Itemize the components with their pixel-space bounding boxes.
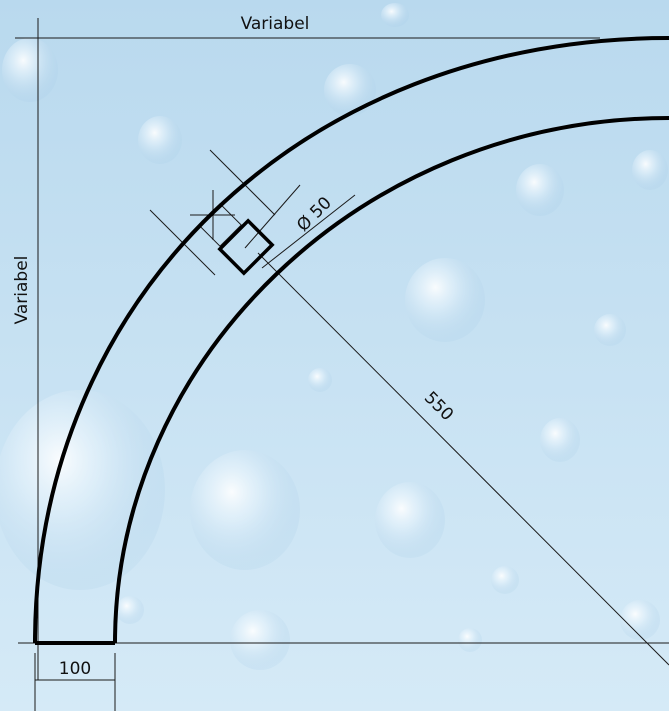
water-drop [138, 116, 182, 164]
radius-dimension-line [257, 252, 669, 666]
water-drop [458, 628, 482, 652]
outlet-pipe [217, 218, 275, 276]
channel-outer-wall [33, 36, 669, 644]
water-drop [594, 314, 626, 346]
water-drop [375, 482, 445, 558]
top-width-label: Variabel [241, 14, 310, 34]
outlet-fitting [217, 218, 275, 276]
water-drop [381, 3, 409, 27]
water-drop [516, 164, 564, 216]
water-drop [2, 38, 58, 102]
section-cut-line [209, 149, 276, 216]
water-drop [405, 258, 485, 342]
water-drop [230, 610, 290, 670]
water-drop [116, 596, 144, 624]
water-drop [620, 600, 660, 640]
water-drop [190, 450, 300, 570]
channel [33, 36, 669, 645]
left-height-label: Variabel [12, 256, 32, 325]
water-drop [491, 566, 519, 594]
pipe-diameter-extension [244, 184, 301, 249]
water-drop [308, 368, 332, 392]
water-drop [324, 64, 376, 116]
pipe-diameter-line [261, 194, 356, 269]
channel-width-label: 100 [59, 659, 91, 679]
channel-inner-wall [113, 116, 669, 644]
water-drop [632, 150, 668, 190]
water-drop [540, 418, 580, 462]
